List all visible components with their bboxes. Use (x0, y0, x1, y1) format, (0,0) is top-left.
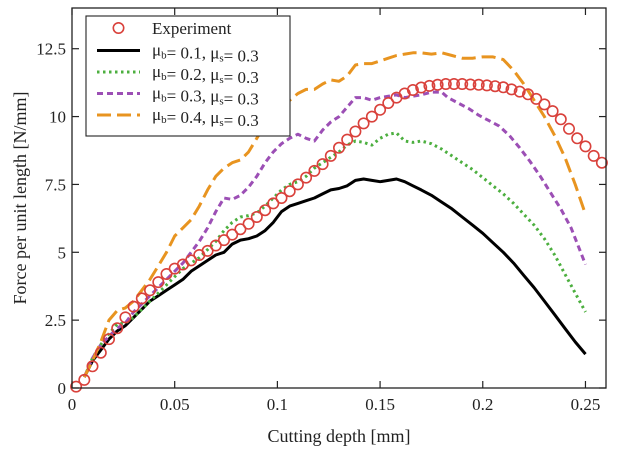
experiment-point (447, 78, 460, 91)
experiment-point (242, 217, 255, 230)
legend-label-4: μb= 0.4, μs= 0.3 (152, 105, 259, 130)
y-tick-label: 10 (49, 108, 66, 127)
x-tick-label: 0.2 (472, 395, 493, 414)
experiment-point (324, 149, 337, 162)
experiment-point (250, 211, 263, 224)
experiment-point (587, 149, 600, 162)
legend-experiment-marker (112, 21, 125, 34)
y-tick-label: 7.5 (45, 175, 66, 194)
experiment-point (489, 80, 502, 93)
experiment-point (94, 346, 107, 359)
plot-frame (71, 7, 607, 389)
experiment-point (127, 300, 140, 313)
experiment-point (406, 84, 419, 97)
y-tick-label: 5 (58, 243, 67, 262)
series-line-2 (82, 131, 587, 378)
experiment-point (546, 105, 559, 118)
experiment-point (201, 244, 214, 257)
experiment-point (365, 110, 378, 123)
experiment-point (571, 132, 584, 145)
experiment-point (505, 83, 518, 96)
experiment-point (218, 234, 231, 247)
experiment-point (300, 171, 313, 184)
legend-label-3: μb= 0.3, μs= 0.3 (152, 84, 259, 109)
x-axis-label: Cutting depth [mm] (268, 426, 411, 446)
y-tick-label: 12.5 (36, 40, 66, 59)
experiment-point (316, 158, 329, 171)
experiment-point (554, 113, 567, 126)
experiment-point (497, 81, 510, 94)
experiment-point (415, 81, 428, 94)
experiment-point (382, 97, 395, 110)
y-axis-label: Force per unit length [N/mm] (10, 92, 30, 305)
legend-label-experiment: Experiment (152, 19, 232, 38)
experiment-point (431, 78, 444, 91)
y-tick-label: 2.5 (45, 311, 66, 330)
x-tick-label: 0.15 (365, 395, 395, 414)
legend-label-1: μb= 0.1, μs= 0.3 (152, 41, 259, 66)
experiment-point (357, 117, 370, 130)
experiment-point (78, 373, 91, 386)
experiment-point (456, 78, 469, 91)
experiment-point (513, 85, 526, 98)
experiment-point (291, 178, 304, 191)
experiment-point (349, 125, 362, 138)
y-tick-label: 0 (58, 379, 67, 398)
legend: Experiment μb= 0.1, μs= 0.3μb= 0.2, μs= 0… (85, 15, 291, 137)
experiment-point (464, 78, 477, 91)
experiment-point (70, 380, 83, 393)
experiment-point (283, 185, 296, 198)
experiment-point (185, 254, 198, 267)
series-line-1 (82, 177, 587, 378)
experiment-marker-layer (70, 78, 608, 393)
experiment-point (374, 103, 387, 116)
experiment-point (275, 192, 288, 205)
experiment-point (103, 333, 116, 346)
experiment-point (530, 92, 543, 105)
experiment-point (267, 197, 280, 210)
experiment-point (595, 156, 608, 169)
experiment-point (135, 292, 148, 305)
experiment-point (144, 284, 157, 297)
series-line-4 (82, 51, 587, 378)
experiment-point (111, 322, 124, 335)
tick-layer: 0 0.05 0.1 0.15 0.2 0.25 0 2.5 5 7.5 10 12.5 (36, 8, 606, 414)
x-tick-label: 0.25 (571, 395, 601, 414)
experiment-point (86, 360, 99, 373)
x-tick-label: 0 (68, 395, 77, 414)
experiment-point (423, 79, 436, 92)
x-tick-label: 0.1 (267, 395, 288, 414)
experiment-point (234, 223, 247, 236)
experiment-point (209, 239, 222, 252)
series-line-3 (82, 90, 587, 378)
experiment-point (579, 140, 592, 153)
experiment-point (332, 141, 345, 154)
experiment-point (439, 78, 452, 91)
experiment-point (472, 78, 485, 91)
experiment-point (259, 204, 272, 217)
legend-label-2: μb= 0.2, μs= 0.3 (152, 62, 259, 87)
experiment-point (152, 276, 165, 289)
experiment-point (480, 79, 493, 92)
experiment-point (226, 228, 239, 241)
experiment-point (562, 122, 575, 135)
experiment-point (119, 311, 132, 324)
experiment-point (160, 267, 173, 280)
series-layer (82, 51, 587, 378)
x-tick-label: 0.05 (160, 395, 190, 414)
experiment-point (308, 164, 321, 177)
experiment-point (341, 133, 354, 146)
experiment-point (538, 98, 551, 111)
